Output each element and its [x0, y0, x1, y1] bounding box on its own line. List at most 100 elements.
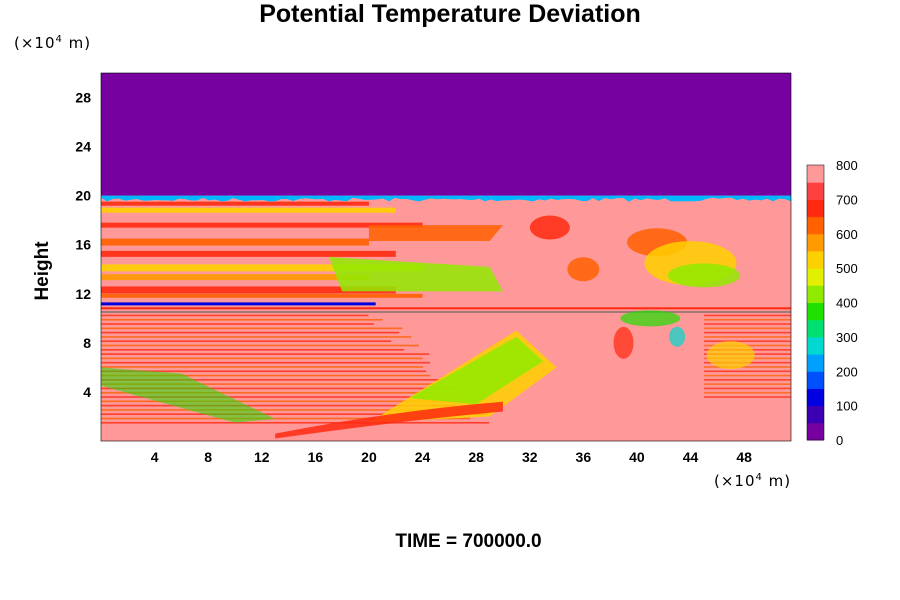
lower-stripe	[703, 374, 791, 377]
lower-patch	[620, 310, 681, 327]
heatmap-field	[101, 73, 791, 439]
upper-patch	[667, 263, 740, 288]
interface-band	[101, 195, 791, 202]
lower-stripe	[703, 387, 791, 390]
x-tick-label: 28	[468, 449, 484, 465]
lower-stripe	[703, 336, 791, 338]
colorbar-segment	[807, 371, 824, 389]
inversion-line	[101, 310, 791, 313]
x-tick-label: 16	[308, 449, 324, 465]
lower-green-fan	[409, 336, 544, 405]
colorbar-segment	[807, 405, 824, 424]
lower-stripe	[101, 361, 430, 364]
colorbar-tick-label: 700	[836, 192, 858, 207]
colorbar-tick-label: 500	[836, 261, 858, 276]
upper-patch	[567, 257, 600, 282]
lower-stripe	[101, 314, 369, 317]
lower-stripe	[703, 391, 791, 394]
plot-frame	[100, 72, 792, 442]
lower-stripe	[703, 327, 791, 330]
upper-patch	[529, 215, 570, 240]
lower-left-green	[101, 367, 276, 423]
colorbar-segment	[807, 216, 824, 235]
lower-stripe	[703, 318, 791, 321]
colorbar-tick-label: 200	[836, 364, 858, 379]
y-unit-exponent: 4	[55, 34, 63, 45]
upper-layer-band	[101, 250, 396, 257]
lower-stripe	[101, 344, 420, 347]
colorbar-tick-label: 400	[836, 296, 858, 311]
colorbar-segment	[807, 285, 824, 303]
lower-stripe	[101, 400, 464, 403]
lower-stripe	[101, 413, 488, 415]
lower-stripe	[101, 383, 435, 385]
lower-stripe	[101, 323, 374, 325]
lower-stripe	[703, 366, 791, 368]
lower-stripe	[703, 331, 791, 334]
lower-stripe	[101, 387, 458, 390]
lower-stripe	[101, 357, 423, 360]
colorbar-segment	[807, 388, 824, 407]
upper-uniform-region	[101, 73, 791, 196]
x-tick-label: 36	[576, 449, 592, 465]
upper-layer-band	[101, 286, 396, 294]
colorbar-segment	[807, 199, 824, 218]
upper-green-wedge	[328, 257, 503, 292]
colorbar: 0 100 200 300 400 500 600 700 800	[806, 158, 858, 448]
upper-layer-band	[101, 238, 369, 246]
inversion-line	[101, 302, 376, 306]
y-tick-label: 12	[75, 286, 91, 302]
colorbar-tick-label: 300	[836, 330, 858, 345]
lower-stripe	[101, 391, 461, 394]
lower-stripe	[703, 323, 791, 325]
lower-stripe	[101, 366, 424, 368]
lower-stripe	[703, 340, 791, 343]
lower-stripe	[703, 370, 791, 373]
colorbar-segment	[807, 233, 824, 252]
x-tick-label: 48	[736, 449, 752, 465]
y-tick-label: 8	[83, 335, 91, 351]
time-label: TIME = 700000.0	[395, 531, 542, 552]
x-axis-unit: (×104 m)	[714, 472, 791, 490]
x-unit-suffix: m)	[762, 472, 792, 490]
lower-stripe	[703, 379, 791, 381]
x-tick-label: 12	[254, 449, 270, 465]
y-tick-label: 16	[75, 237, 91, 253]
colorbar-segment	[807, 336, 824, 355]
colorbar-segment	[807, 422, 824, 441]
lower-stripe	[703, 396, 791, 398]
y-tick-label: 4	[83, 384, 91, 400]
x-axis-ticks: 4 8 12 16 20 24 28 32 36 40 44 48	[151, 449, 752, 465]
colorbar-segment	[807, 250, 824, 269]
lower-stripe	[101, 379, 444, 381]
colorbar-frame	[806, 164, 825, 441]
y-tick-label: 20	[75, 188, 91, 204]
x-tick-label: 44	[683, 449, 699, 465]
colorbar-segment	[807, 165, 824, 183]
lower-stripe	[101, 370, 427, 373]
x-tick-label: 40	[629, 449, 645, 465]
y-unit-prefix: (×10	[14, 34, 56, 52]
colorbar-tick-label: 100	[836, 399, 858, 414]
inversion-line	[101, 307, 791, 310]
colorbar-segment	[807, 354, 824, 372]
x-unit-prefix: (×10	[714, 472, 756, 490]
x-tick-label: 24	[415, 449, 431, 465]
upper-orange-band	[368, 225, 503, 242]
y-axis-unit: (×104 m)	[14, 34, 91, 52]
plot-area	[100, 72, 792, 442]
lower-stripe	[101, 340, 392, 343]
lower-patch	[669, 326, 686, 347]
x-tick-label: 32	[522, 449, 538, 465]
lower-stripe	[101, 409, 462, 411]
colorbar-segment	[807, 302, 824, 321]
lower-stripe	[101, 396, 465, 398]
colorbar-segment	[807, 319, 824, 338]
lower-stripe	[101, 336, 412, 338]
lower-stripe	[101, 353, 430, 355]
x-unit-exponent: 4	[755, 472, 763, 483]
lower-stripe	[101, 404, 455, 407]
lower-stripe	[101, 421, 490, 424]
chart-title: Potential Temperature Deviation	[259, 0, 641, 28]
